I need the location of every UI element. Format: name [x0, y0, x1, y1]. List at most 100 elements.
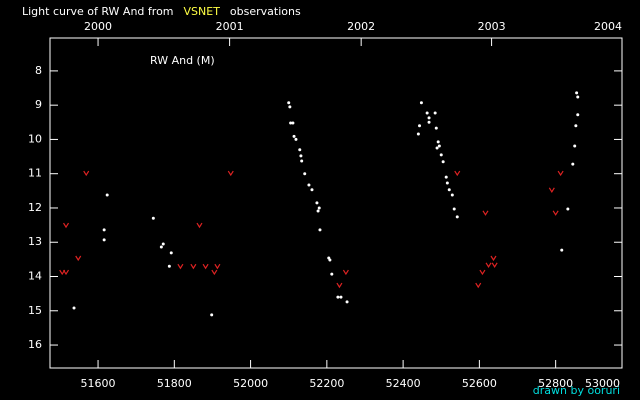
upper-limit-marker	[63, 222, 70, 229]
observation-point	[210, 313, 214, 317]
upper-limit-marker	[479, 269, 486, 276]
upper-limit-marker	[342, 269, 349, 276]
upper-limit-marker	[202, 263, 209, 270]
y-tick-label: 15	[28, 304, 42, 317]
upper-limit-marker	[196, 222, 203, 229]
observation-point	[425, 111, 429, 115]
y-tick-label: 12	[28, 201, 42, 214]
observation-point	[105, 193, 109, 197]
y-tick-label: 10	[28, 132, 42, 145]
upper-limit-marker	[490, 255, 497, 262]
chart-title: Light curve of RW And from	[22, 5, 174, 18]
x-tick-label: 51600	[81, 377, 116, 390]
observation-point	[439, 153, 443, 157]
observation-point	[328, 258, 332, 262]
observation-point	[151, 216, 155, 220]
upper-limit-marker	[75, 255, 82, 262]
upper-limit-marker	[557, 170, 564, 177]
upper-limit-marker	[454, 170, 461, 177]
observation-point	[434, 126, 438, 130]
series-label: RW And (M)	[150, 54, 215, 67]
observation-point	[574, 124, 578, 128]
observation-point	[289, 121, 293, 125]
observation-point	[299, 154, 303, 158]
observation-point	[294, 137, 298, 141]
upper-limit-marker	[227, 170, 234, 177]
observation-point	[169, 251, 173, 255]
observation-point	[576, 113, 580, 117]
upper-limit-marker	[211, 269, 218, 276]
x2-tick-label: 2000	[84, 20, 112, 33]
observation-point	[427, 120, 431, 124]
y-tick-label: 9	[35, 98, 42, 111]
chart-title-end: observations	[230, 5, 301, 18]
observation-point	[72, 306, 76, 310]
observation-point	[303, 172, 307, 176]
observation-point	[444, 175, 448, 179]
observation-point	[330, 272, 334, 276]
observation-point	[291, 121, 295, 125]
observation-point	[318, 228, 322, 232]
observation-point	[167, 264, 171, 268]
observation-point	[575, 91, 579, 95]
x2-tick-label: 2001	[216, 20, 244, 33]
observation-point	[298, 148, 302, 152]
observation-point	[441, 160, 445, 164]
observation-point	[560, 248, 564, 252]
x-tick-label: 52200	[309, 377, 344, 390]
observation-point	[161, 242, 165, 246]
observation-point	[566, 207, 570, 211]
observation-point	[437, 144, 441, 148]
x-tick-label: 52000	[233, 377, 268, 390]
upper-limit-marker	[63, 269, 70, 276]
observation-point	[436, 140, 440, 144]
observation-point	[310, 188, 314, 192]
observation-point	[317, 206, 321, 210]
x-tick-label: 52800	[538, 377, 573, 390]
observation-point	[315, 201, 319, 205]
x-tick-label: 51800	[157, 377, 192, 390]
chart-title-highlight: VSNET	[184, 5, 221, 18]
y-tick-label: 13	[28, 235, 42, 248]
upper-limit-marker	[336, 282, 343, 289]
observation-point	[336, 295, 340, 299]
observation-point	[102, 228, 106, 232]
observation-point	[447, 188, 451, 192]
observation-point	[418, 124, 422, 128]
upper-limit-marker	[482, 210, 489, 216]
x-tick-label: 52600	[462, 377, 497, 390]
plot-frame	[49, 37, 623, 369]
upper-limit-marker	[475, 282, 482, 289]
observation-point	[571, 162, 575, 166]
upper-limit-marker	[177, 263, 184, 270]
observation-point	[576, 95, 580, 99]
upper-limit-marker	[552, 210, 559, 216]
observation-point	[339, 295, 343, 299]
credit: drawn by ooruri	[533, 384, 620, 397]
x-tick-label: 53000	[585, 377, 620, 390]
observation-point	[419, 101, 423, 105]
observation-point	[345, 300, 349, 304]
x-tick-label: 52400	[386, 377, 421, 390]
observation-point	[307, 183, 311, 187]
observation-point	[450, 193, 454, 197]
observation-point	[288, 105, 292, 109]
observation-point	[159, 245, 163, 249]
observation-point	[287, 101, 291, 105]
observation-point	[427, 116, 431, 120]
observation-point	[102, 238, 106, 242]
observation-point	[416, 132, 420, 136]
upper-limit-marker	[491, 262, 498, 268]
y-tick-label: 11	[28, 167, 42, 180]
upper-limit-marker	[214, 263, 221, 270]
upper-limit-marker	[548, 187, 555, 193]
observation-point	[445, 181, 449, 185]
y-tick-label: 16	[28, 338, 42, 351]
y-tick-label: 14	[28, 270, 42, 283]
x2-tick-label: 2004	[594, 20, 622, 33]
x2-tick-label: 2002	[347, 20, 375, 33]
observation-point	[435, 146, 439, 150]
